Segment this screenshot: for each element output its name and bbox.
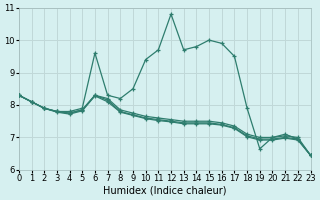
X-axis label: Humidex (Indice chaleur): Humidex (Indice chaleur)	[103, 186, 227, 196]
